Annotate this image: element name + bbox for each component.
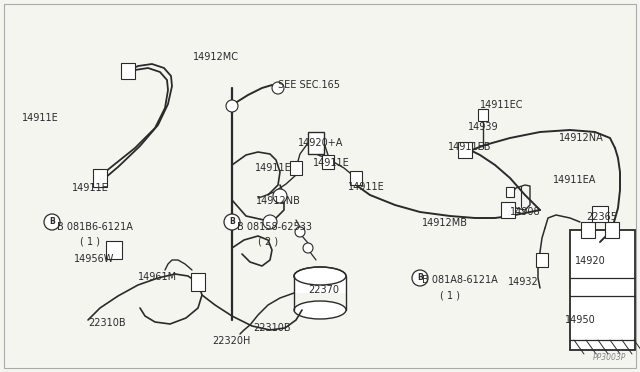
Text: 14939: 14939 xyxy=(468,122,499,132)
Text: ( 2 ): ( 2 ) xyxy=(258,237,278,247)
Text: 14912NA: 14912NA xyxy=(559,133,604,143)
Text: 14911E: 14911E xyxy=(313,158,349,168)
Text: PP3003P: PP3003P xyxy=(593,353,626,362)
Text: B: B xyxy=(49,218,55,227)
Ellipse shape xyxy=(294,301,346,319)
Text: ( 1 ): ( 1 ) xyxy=(80,237,100,247)
Text: 14932: 14932 xyxy=(508,277,539,287)
Bar xyxy=(290,161,302,175)
Bar xyxy=(458,142,472,158)
Text: SEE SEC.165: SEE SEC.165 xyxy=(278,80,340,90)
Bar xyxy=(121,63,135,79)
Bar xyxy=(506,187,514,197)
Circle shape xyxy=(303,243,313,253)
Bar xyxy=(350,171,362,185)
Bar xyxy=(322,155,334,169)
Text: ( 1 ): ( 1 ) xyxy=(440,290,460,300)
Text: 14911E: 14911E xyxy=(72,183,109,193)
Bar xyxy=(478,109,488,121)
Text: 14908: 14908 xyxy=(510,207,541,217)
Text: 14911EB: 14911EB xyxy=(448,142,492,152)
Text: 14912MB: 14912MB xyxy=(422,218,468,228)
Circle shape xyxy=(273,189,287,203)
Bar xyxy=(308,132,324,154)
Text: 22370: 22370 xyxy=(308,285,339,295)
Text: 14950: 14950 xyxy=(565,315,596,325)
Bar xyxy=(536,253,548,267)
Text: 14911E: 14911E xyxy=(22,113,59,123)
Circle shape xyxy=(224,214,240,230)
Circle shape xyxy=(44,214,60,230)
Bar xyxy=(191,273,205,291)
Text: 22365: 22365 xyxy=(586,212,617,222)
Text: B: B xyxy=(417,273,423,282)
Circle shape xyxy=(263,215,277,229)
Text: 14911EC: 14911EC xyxy=(480,100,524,110)
Bar xyxy=(106,241,122,259)
Text: 14911EA: 14911EA xyxy=(553,175,596,185)
Text: 14920: 14920 xyxy=(575,256,605,266)
Ellipse shape xyxy=(294,267,346,285)
Bar xyxy=(570,230,635,350)
Text: 14920+A: 14920+A xyxy=(298,138,344,148)
Bar xyxy=(93,169,107,187)
Text: 14912NB: 14912NB xyxy=(256,196,301,206)
Bar xyxy=(501,202,515,218)
Text: 22310B: 22310B xyxy=(88,318,125,328)
Text: 14961M: 14961M xyxy=(138,272,177,282)
Text: 14911E: 14911E xyxy=(348,182,385,192)
Bar xyxy=(592,206,608,222)
Text: B 081B6-6121A: B 081B6-6121A xyxy=(57,222,133,232)
Text: B 081A8-6121A: B 081A8-6121A xyxy=(422,275,498,285)
Text: 14956W: 14956W xyxy=(74,254,115,264)
Text: B: B xyxy=(229,218,235,227)
Text: 22310B: 22310B xyxy=(253,323,291,333)
Circle shape xyxy=(412,270,428,286)
Bar xyxy=(605,222,619,238)
Circle shape xyxy=(295,227,305,237)
Circle shape xyxy=(272,82,284,94)
Circle shape xyxy=(226,100,238,112)
Text: 14912MC: 14912MC xyxy=(193,52,239,62)
Text: 14911E: 14911E xyxy=(255,163,292,173)
Text: 22320H: 22320H xyxy=(212,336,250,346)
Bar xyxy=(581,222,595,238)
Bar xyxy=(294,276,346,293)
Text: B 08158-62533: B 08158-62533 xyxy=(237,222,312,232)
